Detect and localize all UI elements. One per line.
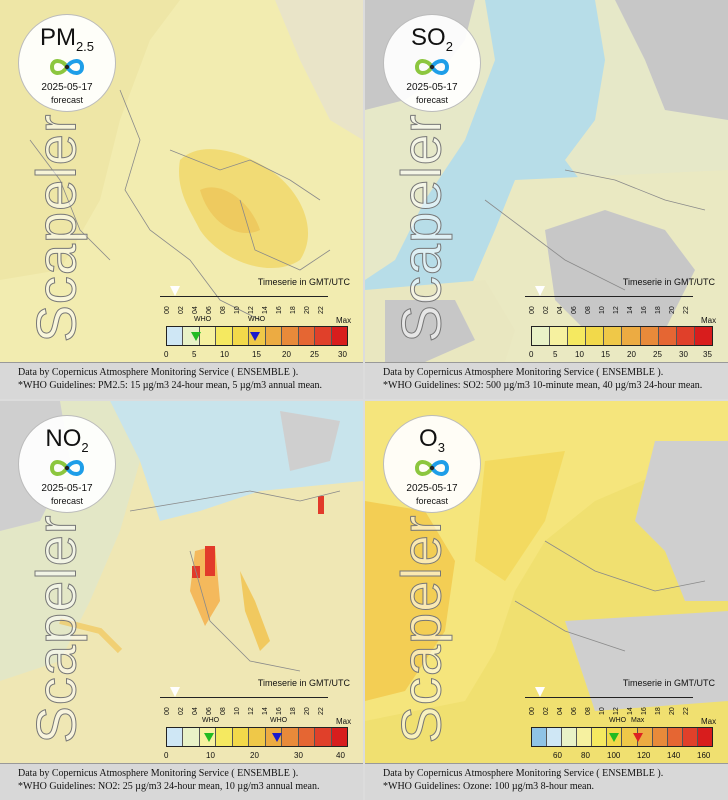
timeserie-label: Timeserie in GMT/UTC	[257, 678, 350, 688]
footer: Data by Copernicus Atmosphere Monitoring…	[0, 763, 363, 800]
data-credit: Data by Copernicus Atmosphere Monitoring…	[383, 367, 664, 378]
max-label: Max	[336, 717, 352, 726]
who-guidelines: *WHO Guidelines: Ozone: 100 µg/m3 8-hour…	[383, 781, 594, 792]
timeserie-label: Timeserie in GMT/UTC	[257, 277, 350, 287]
forecast-date: 2025-05-17	[41, 483, 93, 494]
infinity-logo-icon	[414, 460, 450, 476]
pollutant-badge: SO2 2025-05-17 forecast	[383, 14, 481, 112]
who-marker-icon	[191, 332, 201, 341]
watermark: Scapeler	[24, 113, 88, 343]
pollutant-subscript: 2	[81, 439, 89, 455]
pollutant-symbol: PM	[39, 24, 76, 51]
pollutant-subscript: 2.5	[75, 38, 95, 54]
hour-ticks[interactable]: 00 02 04 06 08 10 12 14 16 18 20 22	[164, 707, 325, 715]
panel-pm25: PM2.5 2025-05-17 forecast Scapeler Times…	[0, 0, 363, 399]
who-label: WHO	[248, 316, 266, 323]
hour-ticks[interactable]: 00 02 04 06 08 10 12 14 16 18 20 22	[529, 707, 690, 715]
who-guidelines: *WHO Guidelines: SO2: 500 µg/m3 10-minut…	[383, 380, 703, 391]
pollutant-badge: NO2 2025-05-17 forecast	[18, 415, 116, 513]
footer: Data by Copernicus Atmosphere Monitoring…	[365, 763, 728, 800]
who-guidelines: *WHO Guidelines: PM2.5: 15 µg/m3 24-hour…	[18, 380, 322, 391]
who-marker-icon	[609, 733, 619, 742]
panel-o3: O3 2025-05-17 forecast Scapeler Timeseri…	[365, 401, 728, 800]
who-marker-icon	[204, 733, 214, 742]
forecast-label: forecast	[415, 496, 448, 506]
time-pointer-icon[interactable]	[535, 286, 545, 296]
timeserie-label: Timeserie in GMT/UTC	[622, 678, 715, 688]
watermark: Scapeler	[389, 113, 453, 343]
color-scale	[531, 727, 713, 747]
watermark: Scapeler	[24, 514, 88, 744]
data-credit: Data by Copernicus Atmosphere Monitoring…	[383, 768, 664, 779]
who-marker-icon	[250, 332, 260, 341]
legend: Timeserie in GMT/UTC 00 02 04 06 08 10 1…	[158, 671, 358, 763]
data-credit: Data by Copernicus Atmosphere Monitoring…	[18, 768, 299, 779]
map-pm25[interactable]	[0, 0, 363, 362]
panel-so2: SO2 2025-05-17 forecast Scapeler Timeser…	[365, 0, 728, 399]
timeserie-label: Timeserie in GMT/UTC	[622, 277, 715, 287]
pollutant-symbol: SO	[411, 24, 446, 51]
color-scale	[166, 727, 348, 747]
color-scale	[531, 326, 713, 346]
map-so2[interactable]	[365, 0, 728, 362]
who-label: WHO	[202, 717, 220, 724]
infinity-logo-icon	[49, 460, 85, 476]
max-label: Max	[701, 316, 717, 325]
footer: Data by Copernicus Atmosphere Monitoring…	[0, 362, 363, 399]
time-pointer-icon[interactable]	[535, 687, 545, 697]
forecast-date: 2025-05-17	[41, 82, 93, 93]
pollutant-symbol: NO	[45, 425, 82, 452]
time-pointer-icon[interactable]	[170, 687, 180, 697]
who-label: WHO	[609, 717, 627, 724]
max-label: Max	[336, 316, 352, 325]
max-label: Max	[701, 717, 717, 726]
pollutant-symbol: O	[419, 425, 438, 452]
legend: Timeserie in GMT/UTC 00 02 04 06 08 10 1…	[523, 270, 723, 362]
who-label: WHO	[194, 316, 212, 323]
forecast-label: forecast	[50, 95, 83, 105]
forecast-label: forecast	[50, 496, 83, 506]
who-marker-icon	[272, 733, 282, 742]
pollutant-badge: PM2.5 2025-05-17 forecast	[18, 14, 116, 112]
footer: Data by Copernicus Atmosphere Monitoring…	[365, 362, 728, 399]
legend: Timeserie in GMT/UTC 00 02 04 06 08 10 1…	[523, 671, 723, 763]
max-marker-icon	[633, 733, 643, 742]
who-label: WHO	[270, 717, 288, 724]
legend: Timeserie in GMT/UTC 00 02 04 06 08 10 1…	[158, 270, 358, 362]
who-guidelines: *WHO Guidelines: NO2: 25 µg/m3 24-hour m…	[18, 781, 320, 792]
pollutant-badge: O3 2025-05-17 forecast	[383, 415, 481, 513]
watermark: Scapeler	[389, 514, 453, 744]
pollutant-subscript: 2	[445, 38, 453, 54]
hour-ticks[interactable]: 00 02 04 06 08 10 12 14 16 18 20 22	[164, 306, 325, 314]
who-max-label: Max	[631, 717, 645, 724]
forecast-date: 2025-05-17	[406, 82, 458, 93]
panel-no2: NO2 2025-05-17 forecast Scapeler Timeser…	[0, 401, 363, 800]
forecast-label: forecast	[415, 95, 448, 105]
hour-ticks[interactable]: 00 02 04 06 08 10 12 14 16 18 20 22	[529, 306, 690, 314]
infinity-logo-icon	[49, 59, 85, 75]
infinity-logo-icon	[414, 59, 450, 75]
map-o3[interactable]	[365, 401, 728, 763]
time-pointer-icon[interactable]	[170, 286, 180, 296]
data-credit: Data by Copernicus Atmosphere Monitoring…	[18, 367, 299, 378]
pollutant-subscript: 3	[437, 439, 445, 455]
forecast-date: 2025-05-17	[406, 483, 458, 494]
